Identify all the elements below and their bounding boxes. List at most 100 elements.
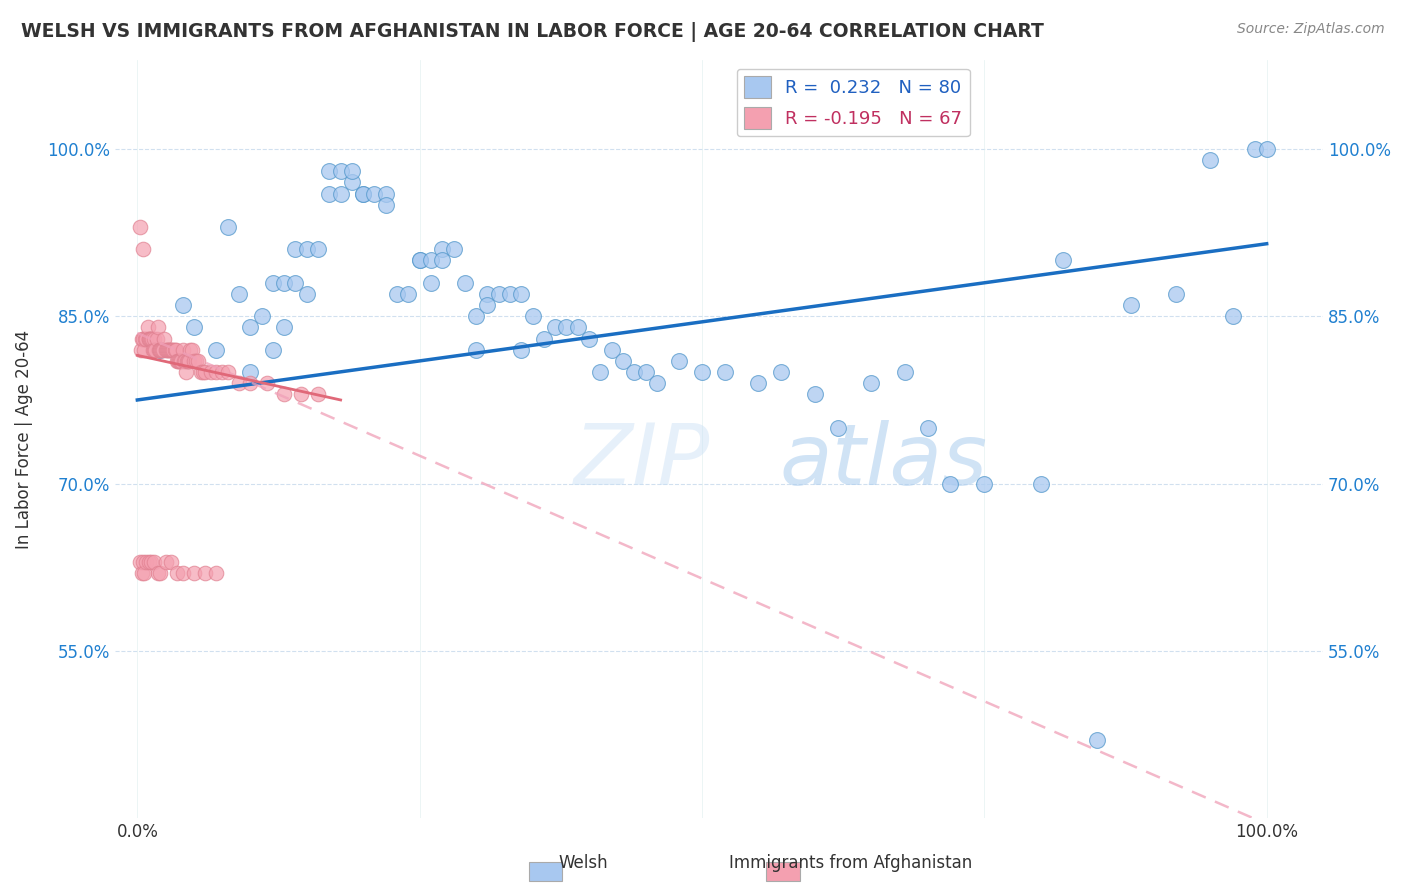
Point — [150, 343, 173, 357]
Point — [443, 243, 465, 257]
Point — [145, 343, 167, 357]
Point — [176, 354, 198, 368]
Point — [1121, 298, 1143, 312]
Point — [307, 243, 329, 257]
Point — [143, 555, 166, 569]
Point — [352, 186, 374, 201]
Point — [578, 332, 600, 346]
Point — [318, 164, 340, 178]
Point — [150, 343, 173, 357]
Point — [623, 365, 645, 379]
Point — [173, 354, 195, 368]
Point — [432, 253, 454, 268]
Point — [128, 555, 150, 569]
Point — [228, 287, 250, 301]
Point — [273, 276, 295, 290]
Point — [177, 354, 200, 368]
Point — [190, 365, 212, 379]
Point — [155, 343, 177, 357]
Point — [135, 332, 157, 346]
Point — [290, 387, 312, 401]
Point — [284, 243, 307, 257]
Point — [217, 365, 239, 379]
Point — [634, 365, 657, 379]
Point — [1222, 310, 1244, 324]
Point — [329, 186, 352, 201]
Point — [160, 343, 183, 357]
Point — [156, 343, 179, 357]
Point — [194, 365, 217, 379]
Point — [205, 365, 228, 379]
Point — [205, 566, 228, 580]
Point — [183, 320, 205, 334]
Point — [1052, 253, 1074, 268]
Point — [340, 175, 363, 189]
Point — [522, 310, 544, 324]
Point — [163, 343, 186, 357]
Point — [645, 376, 668, 391]
Point — [374, 197, 396, 211]
Point — [143, 332, 166, 346]
Point — [129, 343, 152, 357]
Point — [194, 566, 217, 580]
Point — [408, 253, 430, 268]
Point — [1029, 476, 1052, 491]
Point — [533, 332, 555, 346]
Point — [352, 186, 374, 201]
Point — [159, 343, 181, 357]
Point — [170, 354, 193, 368]
Point — [136, 320, 159, 334]
Point — [173, 354, 195, 368]
Point — [179, 343, 201, 357]
Point — [396, 287, 419, 301]
Point — [160, 555, 183, 569]
Point — [939, 476, 962, 491]
Point — [973, 476, 995, 491]
Point — [174, 365, 197, 379]
Point — [555, 320, 578, 334]
Point — [295, 243, 318, 257]
Point — [143, 343, 166, 357]
Point — [420, 253, 443, 268]
Point — [544, 320, 567, 334]
Point — [917, 421, 939, 435]
Point — [804, 387, 827, 401]
Point — [454, 276, 477, 290]
Point — [132, 243, 155, 257]
Point — [295, 287, 318, 301]
Point — [363, 186, 385, 201]
Point — [211, 365, 233, 379]
Point — [135, 555, 157, 569]
Point — [149, 343, 172, 357]
Point — [1085, 733, 1108, 747]
Point — [1256, 142, 1278, 156]
Point — [191, 365, 214, 379]
Point — [132, 555, 155, 569]
Point — [510, 287, 533, 301]
Legend: R =  0.232   N = 80, R = -0.195   N = 67: R = 0.232 N = 80, R = -0.195 N = 67 — [737, 69, 970, 136]
Point — [157, 343, 180, 357]
Point — [340, 164, 363, 178]
Point — [612, 354, 634, 368]
Point — [139, 332, 162, 346]
Point — [146, 320, 169, 334]
Point — [770, 365, 793, 379]
Point — [180, 343, 202, 357]
Point — [166, 354, 188, 368]
Point — [141, 332, 163, 346]
Point — [162, 343, 184, 357]
Point — [156, 343, 179, 357]
Point — [477, 287, 499, 301]
Point — [152, 343, 174, 357]
Point — [262, 276, 284, 290]
Point — [162, 343, 184, 357]
Point — [600, 343, 623, 357]
Text: ZIP: ZIP — [574, 420, 710, 503]
Point — [142, 343, 165, 357]
Point — [239, 320, 262, 334]
Point — [250, 310, 273, 324]
Point — [1166, 287, 1188, 301]
Text: Immigrants from Afghanistan: Immigrants from Afghanistan — [728, 855, 973, 872]
Point — [690, 365, 713, 379]
Point — [149, 343, 172, 357]
